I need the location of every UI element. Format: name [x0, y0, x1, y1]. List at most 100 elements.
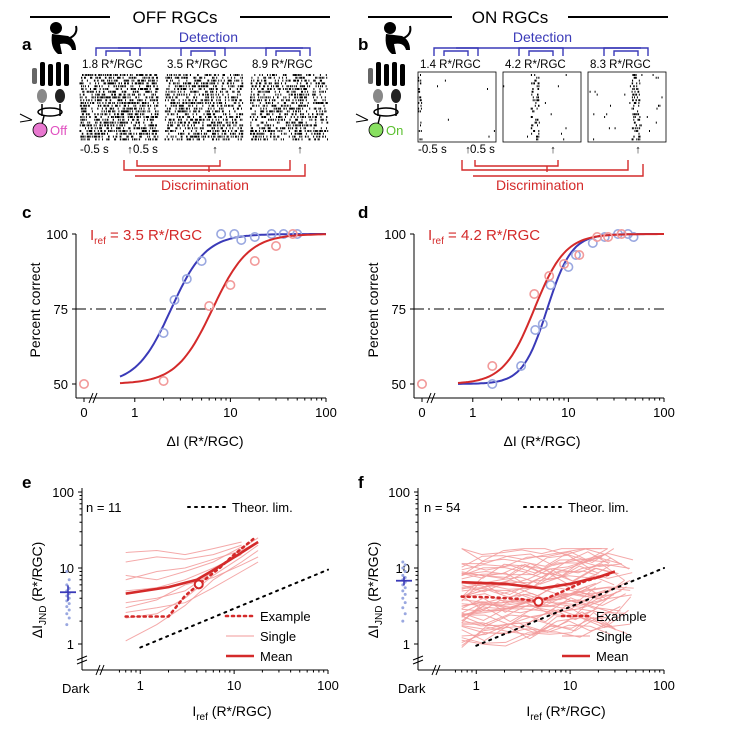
data-point: [169, 294, 180, 305]
stimulus-arrow: ↑: [635, 144, 641, 156]
data-point: [603, 232, 614, 243]
axis-break: [412, 655, 424, 665]
x-tick-label: 1: [131, 405, 138, 420]
discrimination-label: Discrimination: [496, 177, 584, 193]
bracket: [603, 47, 649, 56]
iref-annotation: Iref = 3.5 R*/RGC: [90, 227, 202, 247]
dark-point: [401, 573, 405, 577]
legend-label: Mean: [596, 649, 629, 664]
stimulus-arrow: ↑: [297, 144, 303, 156]
bracket: [433, 47, 479, 56]
dark-point: [67, 602, 71, 606]
data-point: [570, 250, 581, 261]
discrimination-brackets: [461, 160, 644, 177]
y-tick-label: 100: [388, 485, 410, 500]
data-point: [249, 255, 260, 266]
panel-letter: e: [22, 473, 31, 492]
theoretical-limit-line: [139, 568, 329, 649]
panel-letter: c: [22, 203, 31, 222]
y-tick-label: 50: [54, 377, 68, 392]
y-tick-label: 1: [403, 637, 410, 652]
axis-break: [431, 664, 441, 676]
single-cell-line: [461, 624, 612, 646]
detection-label: Detection: [513, 29, 572, 45]
single-cell-line: [461, 611, 616, 644]
dark-point: [67, 608, 71, 612]
raster-intensity-label: 8.9 R*/RGC: [252, 59, 313, 71]
bracket: [180, 47, 226, 56]
bracket: [95, 47, 141, 56]
spike-raster: [589, 74, 663, 141]
data-point: [225, 279, 236, 290]
x-axis-label: Iref (R*/RGC): [192, 703, 271, 723]
stimulus-arrow: ↑: [212, 144, 218, 156]
discrimination-label: Discrimination: [161, 177, 249, 193]
single-cell-line: [461, 554, 611, 577]
retina-schematic: [355, 62, 405, 125]
raster-intensity-label: 1.4 R*/RGC: [420, 59, 481, 71]
time-label: -0.5 s: [80, 144, 109, 156]
data-point: [271, 241, 282, 252]
dark-point: [65, 605, 69, 609]
dark-point: [401, 589, 405, 593]
dark-point: [403, 586, 407, 590]
section-title-on: ON RGCs: [472, 8, 549, 27]
data-point: [574, 250, 585, 261]
x-tick-label: 10: [563, 678, 577, 693]
detection-brackets: [433, 47, 649, 56]
data-point: [158, 327, 169, 338]
single-cell-line: [461, 608, 626, 625]
raster-intensity-label: 3.5 R*/RGC: [167, 59, 228, 71]
raster-panels: 1.8 R*/RGC ↑ 3.5 R*/RGC ↑ 8.9 R*/RGC ↑: [79, 59, 329, 156]
data-point: [599, 232, 610, 243]
x-tick-label: 100: [653, 678, 675, 693]
dark-point: [401, 606, 405, 610]
single-cell-line: [125, 541, 242, 556]
x-tick-label: 1: [473, 678, 480, 693]
single-cell-line: [461, 589, 606, 614]
panel-letter: a: [22, 35, 32, 54]
spike-raster: [417, 74, 495, 141]
single-cell-line: [461, 548, 606, 568]
data-point: [537, 318, 548, 329]
axis-break: [426, 392, 436, 404]
legend-label: Example: [596, 609, 647, 624]
retina-schematic: [19, 62, 69, 125]
single-cell-line: [461, 586, 596, 609]
data-point: [79, 378, 90, 389]
single-cell-line: [461, 559, 611, 579]
single-cell-line: [461, 548, 608, 577]
axis-break: [76, 655, 88, 665]
dark-point: [65, 569, 69, 573]
bracket: [265, 47, 311, 56]
example-line: [460, 572, 614, 604]
spike-raster: [164, 74, 244, 141]
on-cell-icon: [368, 122, 384, 138]
legend-label: Single: [260, 629, 296, 644]
dark-point: [403, 601, 407, 605]
y-tick-label: 100: [384, 227, 406, 242]
single-cell-line: [461, 597, 615, 622]
legend-label: Theor. lim.: [568, 500, 629, 515]
dark-label: Dark: [398, 681, 426, 696]
x-tick-label: 100: [317, 678, 339, 693]
y-axis-label: Percent correct: [27, 262, 43, 357]
x-axis-label: Iref (R*/RGC): [526, 703, 605, 723]
n-label: n = 11: [86, 500, 122, 515]
data-point: [216, 229, 227, 240]
fit-curve: [119, 233, 326, 378]
stimulus-arrow: ↑: [127, 144, 133, 156]
legend-label: Mean: [260, 649, 293, 664]
panel-letter: b: [358, 35, 368, 54]
x-tick-label: 0: [418, 405, 425, 420]
axis-break: [88, 392, 98, 404]
y-axis-label: ΔIJND (R*/RGC): [29, 542, 49, 638]
x-tick-label: 1: [469, 405, 476, 420]
discrimination-brackets: [123, 160, 306, 177]
stimulus-arrow: ↑: [465, 144, 471, 156]
raster-intensity-label: 8.3 R*/RGC: [590, 59, 651, 71]
iref-annotation: Iref = 4.2 R*/RGC: [428, 227, 540, 247]
single-cell-line: [461, 548, 602, 556]
x-tick-label: 1: [137, 678, 144, 693]
